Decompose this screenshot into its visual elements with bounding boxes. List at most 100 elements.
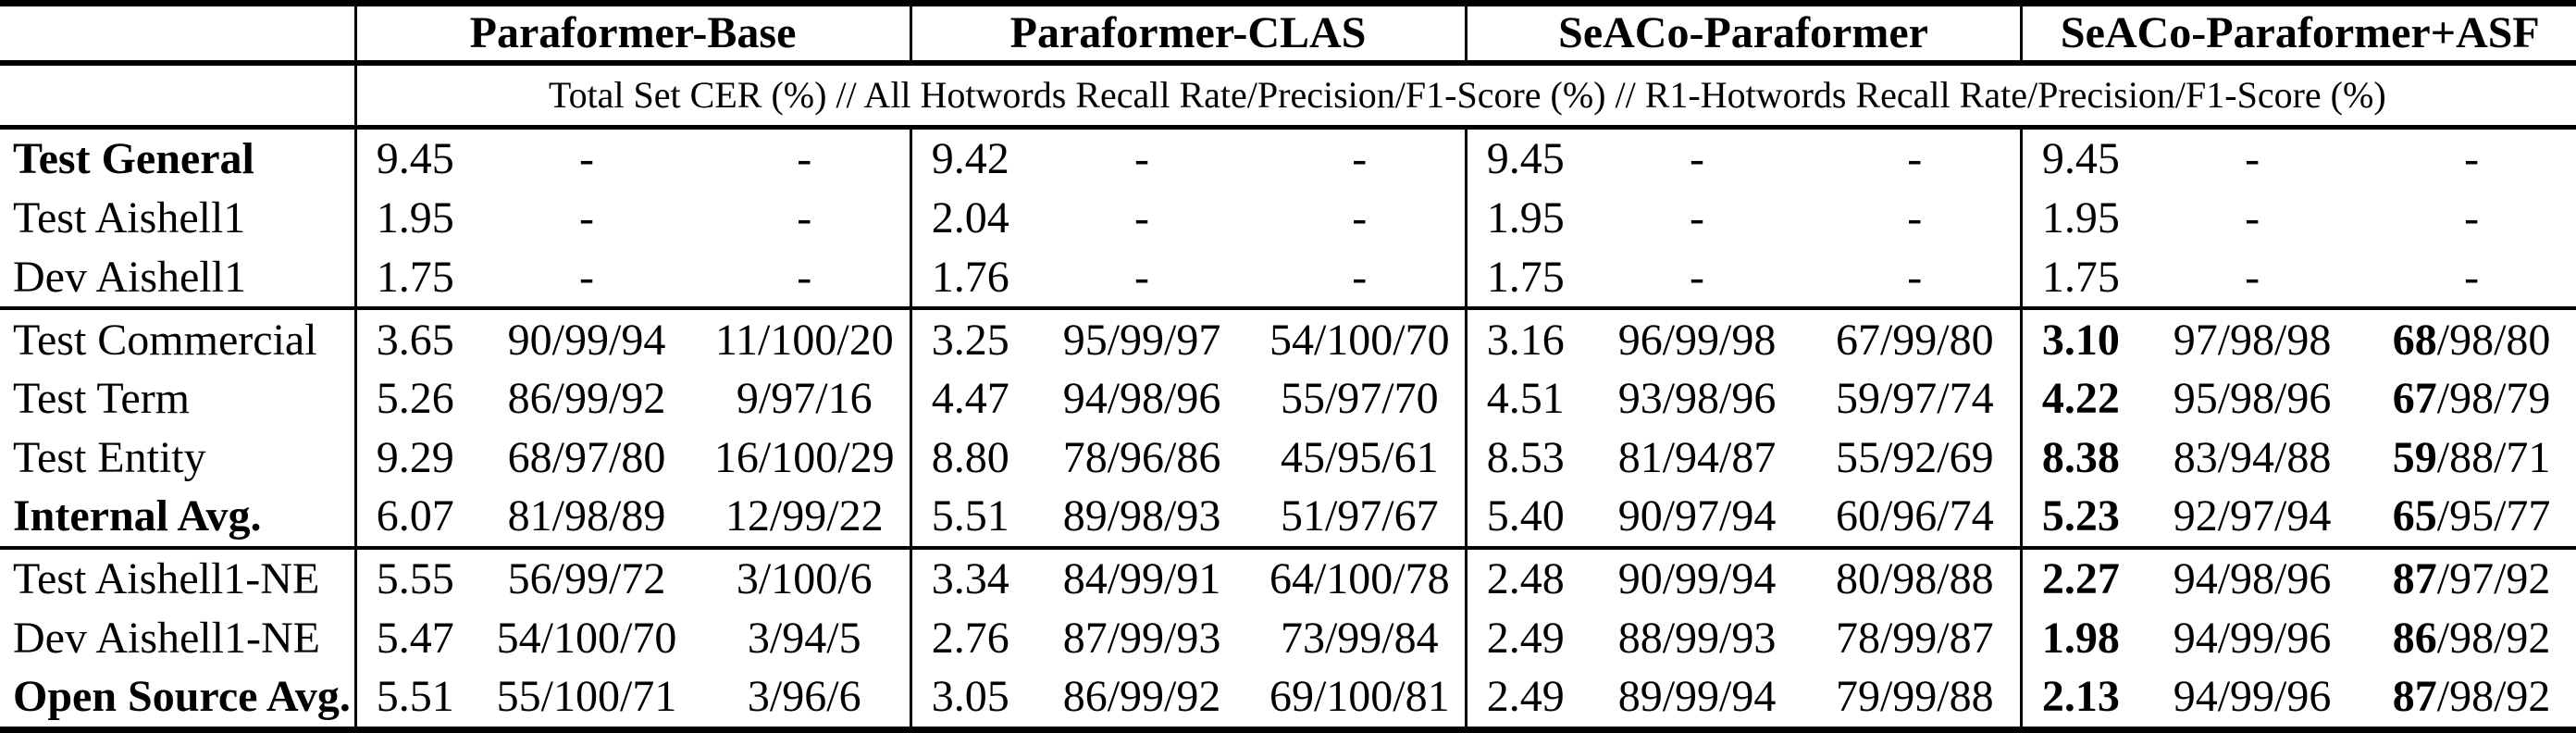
cell-r1-hotwords: 9/97/16: [736, 374, 873, 424]
cell-r1-hotwords: 73/99/84: [1280, 613, 1439, 663]
cell-r1-hotwords: 45/95/61: [1280, 432, 1439, 482]
cell-cer: 5.51: [353, 666, 474, 730]
cell-all-hotwords: 89/99/94: [1617, 672, 1777, 722]
table-row: Dev Aishell1-NE 5.47 54/100/70 3/94/5 2.76 87…: [0, 608, 2576, 667]
cell-cer: 5.26: [353, 368, 474, 429]
table-row: Open Source Avg. 5.51 55/100/71 3/96/6 3.05 8…: [0, 666, 2576, 730]
cell-cer: 5.47: [353, 608, 474, 667]
cell-cer: 1.76: [909, 247, 1030, 311]
cell-all-hotwords: 56/99/72: [507, 554, 666, 603]
cell-cer: 5.40: [1464, 486, 1585, 550]
cell-all-hotwords: 88/99/93: [1617, 613, 1777, 663]
cell-all-hotwords: 90/97/94: [1584, 486, 1811, 550]
cell-all-hotwords: 55/100/71: [496, 672, 677, 722]
cell-r1-hotwords: 87/98/92: [2392, 672, 2551, 722]
cell-all-hotwords: 95/99/97: [1062, 315, 1221, 365]
cell-all-hotwords: -: [2245, 134, 2260, 184]
cell-all-hotwords: -: [1690, 134, 1705, 184]
cell-r1-hotwords: 69/100/81: [1269, 672, 1450, 722]
cell-all-hotwords: 96/99/98: [1617, 315, 1777, 365]
cell-all-hotwords: -: [2139, 247, 2366, 311]
cell-all-hotwords: 92/97/94: [2139, 486, 2366, 550]
cell-r1-hotwords: -: [700, 247, 911, 311]
cell-r1-hotwords: 80/98/88: [1835, 554, 1994, 603]
cell-r1-hotwords: 67/99/80: [1835, 315, 1994, 365]
cell-cer: 3.05: [909, 666, 1030, 730]
cell-r1-hotwords: -: [1352, 134, 1368, 184]
cell-all-hotwords: 95/98/96: [2173, 374, 2332, 424]
cell-cer: 5.23: [2019, 486, 2140, 550]
cell-all-hotwords: 93/98/96: [1617, 374, 1777, 424]
row-label: Test Aishell1-NE: [0, 547, 357, 609]
cell-r1-hotwords: -: [2464, 193, 2480, 243]
cell-cer: 1.95: [2019, 188, 2140, 248]
column-group-header-seaco-paraformer: SeACo-Paraformer: [1464, 3, 2022, 66]
cell-cer: 9.42: [909, 127, 1030, 189]
table-row: Test Term 5.26 86/99/92 9/97/16 4.47 94/98/96…: [0, 368, 2576, 429]
cell-all-hotwords: 81/98/89: [474, 486, 700, 550]
cell-cer: 4.22: [2019, 368, 2140, 429]
cell-cer: 1.75: [1464, 247, 1585, 311]
corner-cell: [0, 3, 357, 66]
cell-r1-hotwords: 64/100/78: [1269, 554, 1450, 603]
table-row: Test Entity 9.29 68/97/80 16/100/29 8.80 78/9…: [0, 428, 2576, 487]
table-row: Test Commercial 3.65 90/99/94 11/100/20 3.25…: [0, 308, 2576, 369]
cell-cer: 9.29: [353, 428, 474, 487]
cell-cer: 1.75: [2019, 247, 2140, 311]
cell-all-hotwords: -: [474, 247, 700, 311]
cell-r1-hotwords: 59/88/71: [2392, 432, 2551, 482]
cell-cer: 2.49: [1464, 666, 1585, 730]
cell-all-hotwords: -: [1584, 247, 1811, 311]
cell-cer: 2.04: [909, 188, 1030, 248]
row-label: Dev Aishell1: [0, 247, 357, 311]
row-label: Internal Avg.: [0, 486, 357, 550]
column-group-header-seaco-paraformer-asf: SeACo-Paraformer+ASF: [2019, 3, 2576, 66]
cell-r1-hotwords: -: [1907, 134, 1923, 184]
cell-r1-hotwords: -: [1907, 193, 1923, 243]
cell-all-hotwords: 86/99/92: [507, 374, 666, 424]
cell-cer: 8.53: [1464, 428, 1585, 487]
cell-cer: 2.76: [909, 608, 1030, 667]
table-row: Test Aishell1-NE 5.55 56/99/72 3/100/6 3.34 8…: [0, 547, 2576, 609]
cell-r1-hotwords: 16/100/29: [713, 432, 895, 482]
cell-all-hotwords: 68/97/80: [507, 432, 666, 482]
cell-cer: 2.48: [1464, 547, 1585, 609]
cell-cer: 3.16: [1464, 308, 1585, 369]
cell-r1-hotwords: 3/94/5: [747, 613, 861, 663]
cell-cer: 4.51: [1464, 368, 1585, 429]
cell-all-hotwords: -: [2245, 193, 2260, 243]
cell-r1-hotwords: 3/96/6: [747, 672, 861, 722]
cell-r1-hotwords: 11/100/20: [714, 315, 894, 365]
cell-cer: 4.47: [909, 368, 1030, 429]
column-group-header-paraformer-clas: Paraformer-CLAS: [909, 3, 1467, 66]
cell-cer: 2.27: [2019, 547, 2140, 609]
cell-all-hotwords: -: [579, 193, 594, 243]
table-row: Dev Aishell1 1.75- -1.76- -1.75- -1.75- -: [0, 247, 2576, 311]
cell-r1-hotwords: 3/100/6: [736, 554, 873, 603]
row-label: Test Term: [0, 368, 357, 429]
cell-all-hotwords: -: [1134, 193, 1150, 243]
cell-r1-hotwords: 79/99/88: [1835, 672, 1994, 722]
cell-cer: 1.95: [353, 188, 474, 248]
cell-cer: 2.49: [1464, 608, 1585, 667]
cell-cer: 5.51: [909, 486, 1030, 550]
cell-cer: 1.95: [1464, 188, 1585, 248]
table-body: Test General 9.45- -9.42- -9.45- -9.45- - Test…: [0, 127, 2576, 730]
cell-all-hotwords: 54/100/70: [496, 613, 677, 663]
cell-r1-hotwords: 67/98/79: [2392, 374, 2551, 424]
cell-cer: 1.75: [353, 247, 474, 311]
row-label: Test Aishell1: [0, 188, 357, 248]
cell-r1-hotwords: 86/98/92: [2392, 613, 2551, 663]
cell-cer: 9.45: [353, 127, 474, 189]
cell-all-hotwords: 78/96/86: [1062, 432, 1221, 482]
cell-all-hotwords: 94/98/96: [1062, 374, 1221, 424]
row-label: Dev Aishell1-NE: [0, 608, 357, 667]
metric-subtitle: Total Set CER (%) // All Hotwords Recall…: [355, 62, 2576, 130]
cell-r1-hotwords: -: [797, 134, 812, 184]
cell-r1-hotwords: -: [1255, 247, 1467, 311]
cell-cer: 3.25: [909, 308, 1030, 369]
cell-r1-hotwords: 87/97/92: [2392, 554, 2551, 603]
table-row: Test Aishell1 1.95- -2.04- -1.95- -1.95- -: [0, 188, 2576, 248]
